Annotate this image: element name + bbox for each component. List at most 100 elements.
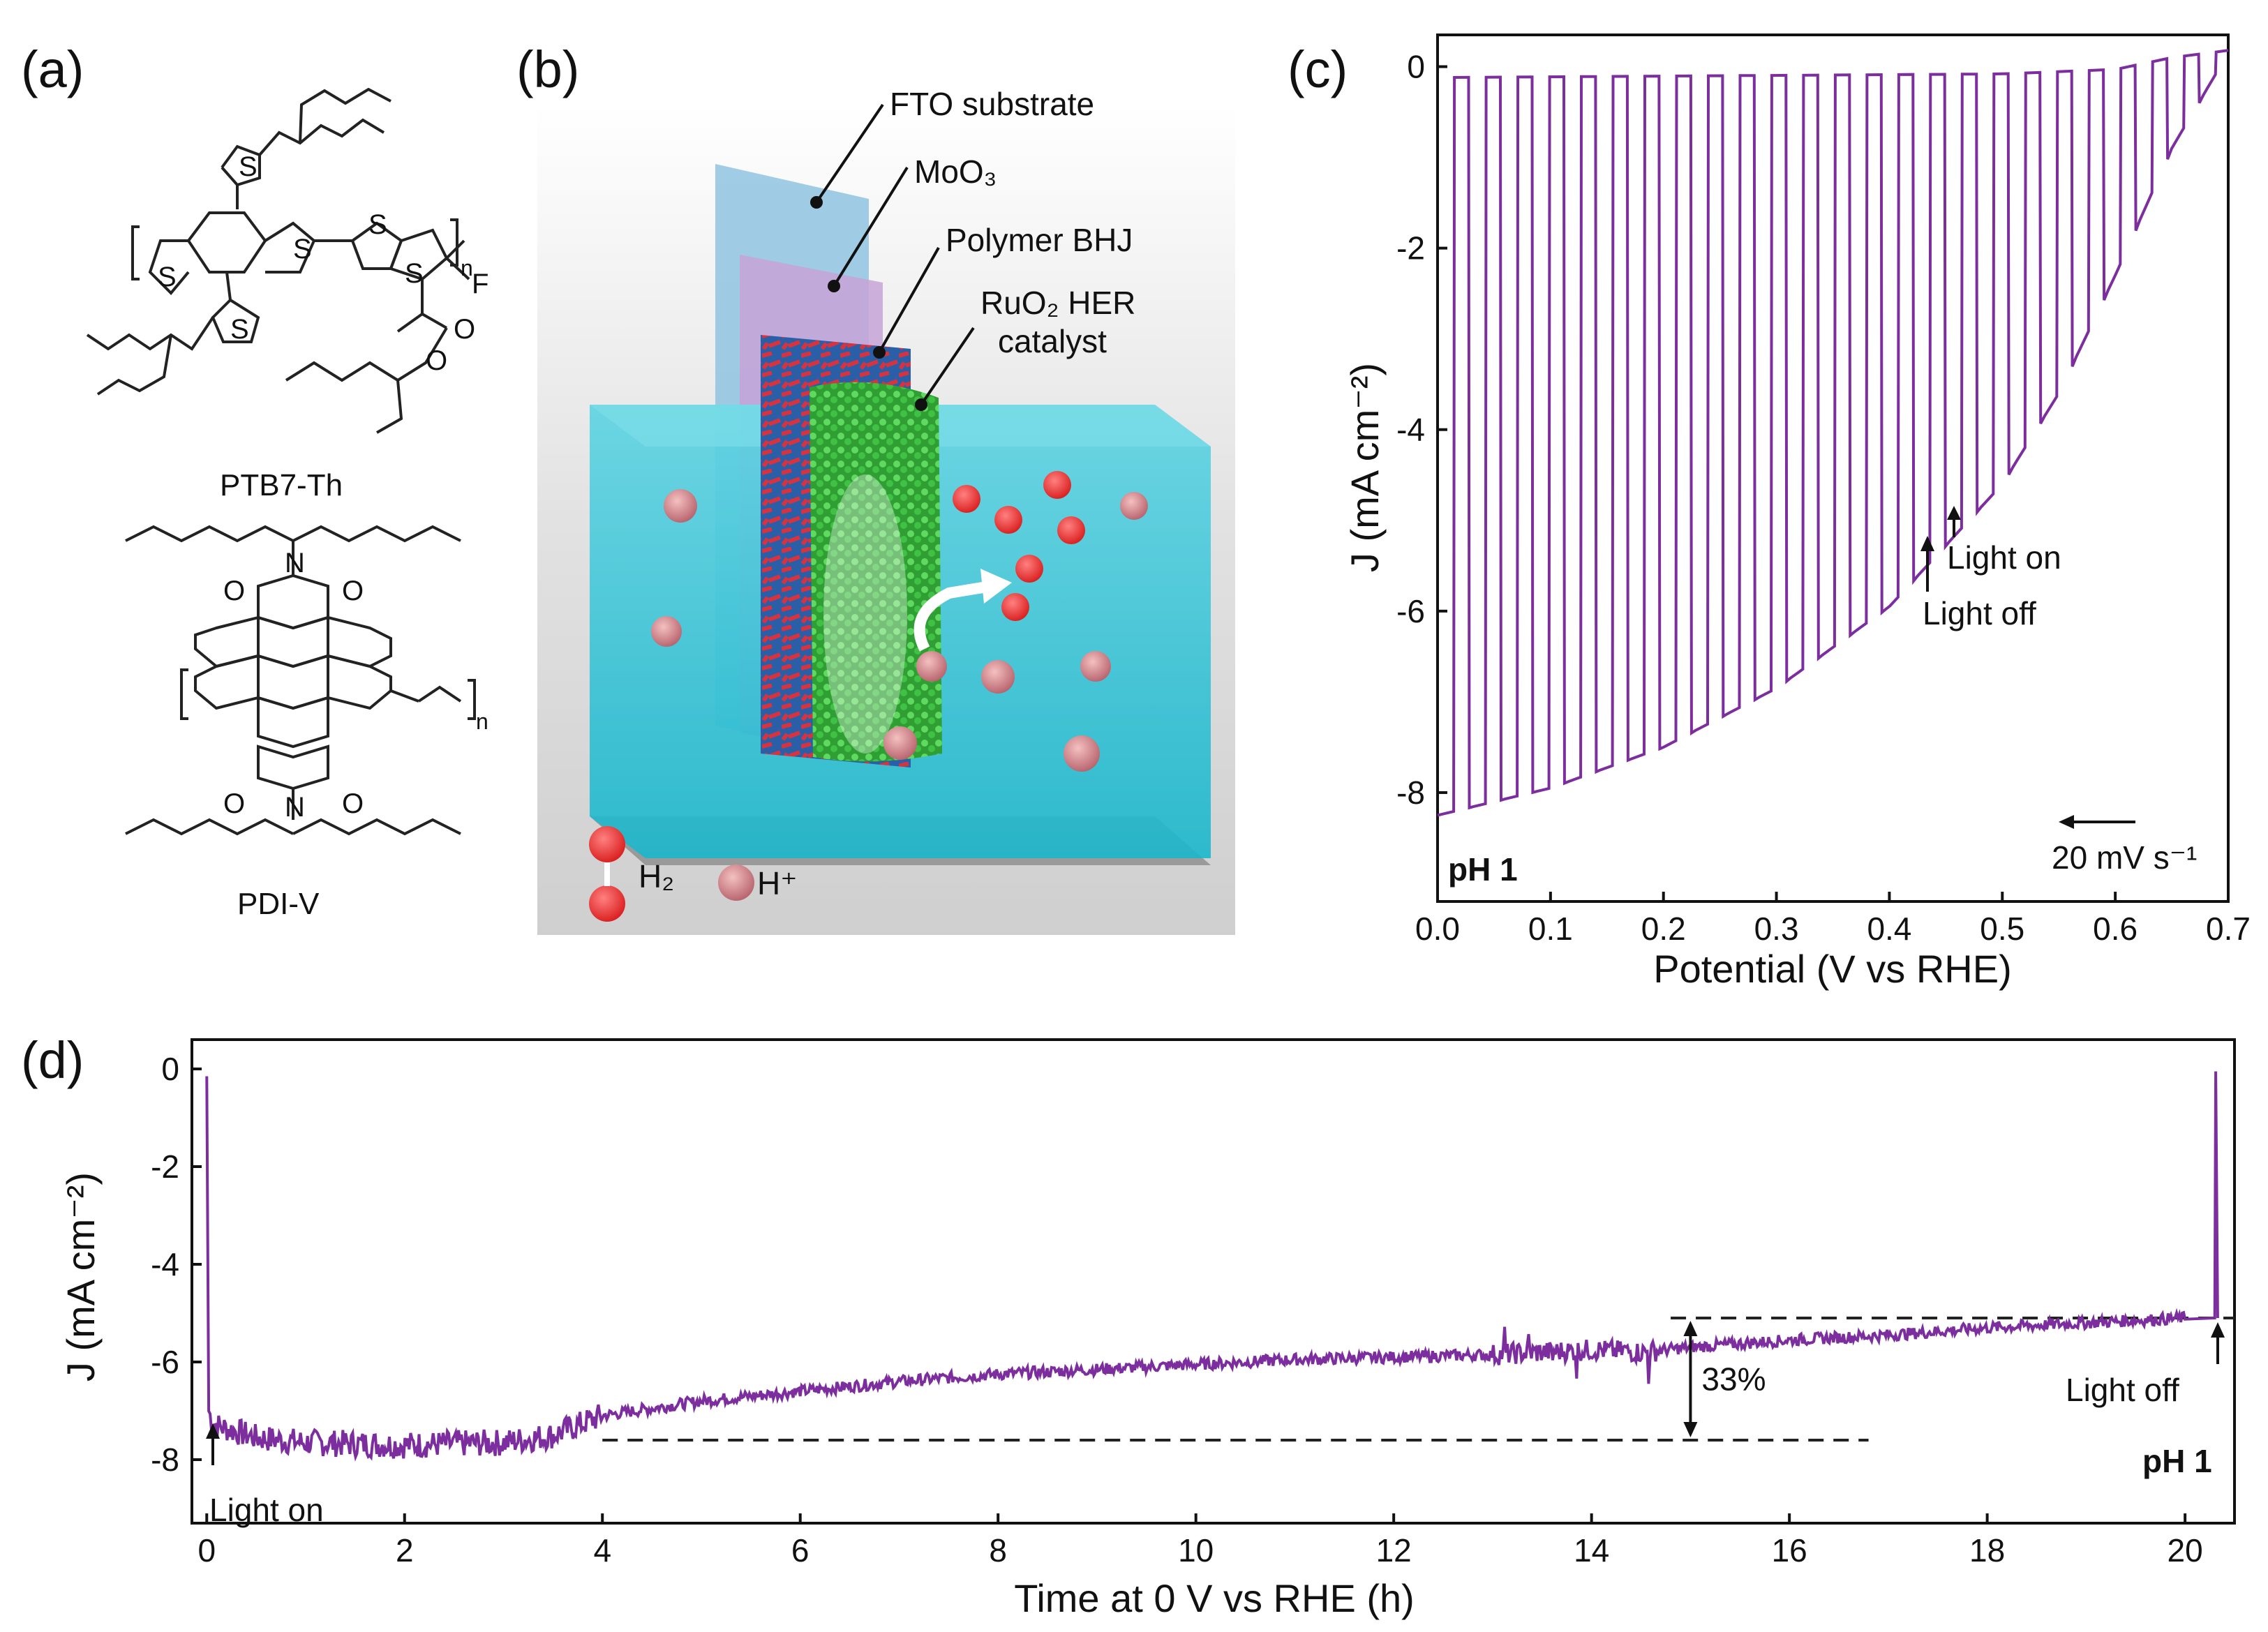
plot-c-annotations: Light on Light off 20 mV s⁻¹ pH 1 xyxy=(1448,506,2197,888)
panel-a: (a) xyxy=(21,40,488,921)
callout-catalyst: catalyst xyxy=(998,323,1107,359)
x-tick-label: 14 xyxy=(1574,1532,1609,1569)
h-ion xyxy=(664,489,697,523)
pdi-v-name: PDI-V xyxy=(237,887,320,921)
plot-c-ylabel: J (mA cm⁻²) xyxy=(1343,363,1387,572)
h-ion xyxy=(916,651,947,682)
ptb7-atom-n: n xyxy=(461,255,473,280)
legend-hplus-ball xyxy=(718,864,754,901)
ptb7-th-structure xyxy=(86,87,470,434)
panel-a-label: (a) xyxy=(21,40,84,98)
x-tick-label: 0 xyxy=(197,1532,216,1569)
scan-direction-arrowhead xyxy=(2059,815,2074,829)
light-off-arrowhead xyxy=(1920,536,1934,551)
plot-d-xlabel: Time at 0 V vs RHE (h) xyxy=(1014,1576,1415,1620)
y-tick-label: -6 xyxy=(151,1344,179,1380)
plot-c-xlabel: Potential (V vs RHE) xyxy=(1653,947,2012,991)
y-tick-label: 0 xyxy=(161,1051,179,1087)
ptb7-atom-o2: O xyxy=(426,345,447,376)
ptb7-atom-s4: S xyxy=(368,209,387,240)
h-ion xyxy=(1064,735,1100,772)
h2-atom xyxy=(1015,555,1043,583)
plot-d-light-off-arrowhead xyxy=(2211,1322,2225,1338)
plot-d-light-on: Light on xyxy=(209,1492,324,1528)
ptb7-th-atom-labels: S S S S S S F O O n xyxy=(158,151,488,376)
legend-h2-label: H₂ xyxy=(639,858,674,894)
x-tick-label: 2 xyxy=(396,1532,414,1569)
y-tick-label: -8 xyxy=(1396,774,1425,811)
y-tick-label: -4 xyxy=(151,1246,179,1282)
h-ion xyxy=(1120,492,1148,520)
pdi-atom-o1: O xyxy=(223,576,245,606)
h2-atom xyxy=(1057,516,1085,544)
pdi-atom-o2: O xyxy=(342,576,364,606)
x-tick-label: 18 xyxy=(1969,1532,2005,1569)
pdi-v-atom-labels: N O O O O N n xyxy=(223,548,488,823)
h2-atom xyxy=(1043,471,1071,499)
y-tick-label: -2 xyxy=(151,1148,179,1185)
ptb7-atom-o1: O xyxy=(454,314,475,345)
pdi-atom-n1: N xyxy=(285,548,305,578)
h2-atom xyxy=(994,506,1022,534)
h-ion xyxy=(883,726,917,760)
plot-c-lsv-curve xyxy=(1437,49,2229,817)
plot-d-stability-curve xyxy=(205,1071,2219,1462)
callout-lines xyxy=(810,103,975,411)
catalyst-glow xyxy=(823,474,907,754)
pdi-atom-n: n xyxy=(476,709,488,734)
legend-hplus-label: H⁺ xyxy=(757,865,798,901)
plot-c-x-ticks: 0.0 0.1 0.2 0.3 0.4 0.5 0.6 0.7 xyxy=(1415,892,2251,947)
x-tick-label: 0.1 xyxy=(1528,911,1573,947)
x-tick-label: 0.3 xyxy=(1754,911,1799,947)
ptb7-atom-s1: S xyxy=(239,151,258,182)
plot-c-ph: pH 1 xyxy=(1448,851,1518,888)
plot-d-x-ticks: 0 2 4 6 8 10 12 14 16 18 20 xyxy=(197,1513,2203,1569)
x-tick-label: 0.0 xyxy=(1415,911,1460,947)
plot-d-33-percent-head-top xyxy=(1683,1321,1698,1336)
flow-arrow-head xyxy=(980,569,1012,604)
ptb7-atom-s2: S xyxy=(158,262,177,292)
legend-h2-ball-bottom xyxy=(589,885,625,922)
ptb7-atom-s3: S xyxy=(293,234,312,264)
y-tick-label: 0 xyxy=(1407,49,1425,85)
callout-bhj: Polymer BHJ xyxy=(946,222,1133,258)
plot-c-light-off: Light off xyxy=(1923,595,2036,631)
y-tick-label: -2 xyxy=(1396,230,1425,267)
schematic-legend: H₂ H⁺ xyxy=(589,826,798,922)
x-tick-label: 8 xyxy=(989,1532,1007,1569)
plot-d-light-on-arrowhead xyxy=(206,1423,220,1439)
x-tick-label: 0.5 xyxy=(1980,911,2024,947)
h2-atom xyxy=(953,485,980,513)
x-tick-label: 0.4 xyxy=(1867,911,1911,947)
panel-d-label: (d) xyxy=(21,1031,84,1089)
x-tick-label: 0.7 xyxy=(2206,911,2251,947)
panel-b-label: (b) xyxy=(516,40,579,98)
y-tick-label: -8 xyxy=(151,1442,179,1478)
plot-c-scan-rate: 20 mV s⁻¹ xyxy=(2052,839,2197,876)
x-tick-label: 0.6 xyxy=(2093,911,2138,947)
x-tick-label: 12 xyxy=(1376,1532,1412,1569)
plot-c-frame xyxy=(1436,33,2230,903)
x-tick-label: 4 xyxy=(593,1532,611,1569)
x-tick-label: 6 xyxy=(791,1532,810,1569)
plot-d-ph: pH 1 xyxy=(2142,1443,2212,1479)
ptb7-atom-f: F xyxy=(472,269,488,299)
flow-arrow xyxy=(913,581,992,652)
ions xyxy=(651,471,1148,772)
plot-d-33-percent: 33% xyxy=(1701,1361,1766,1398)
plot-d-frame xyxy=(191,1038,2236,1525)
pdi-atom-o3: O xyxy=(223,788,245,819)
callout-ruo2: RuO₂ HER xyxy=(980,285,1135,321)
plot-c-y-ticks: 0 -2 -4 -6 -8 xyxy=(1396,49,1447,811)
pdi-v-structure xyxy=(125,525,476,836)
plot-d-light-off: Light off xyxy=(2066,1372,2179,1408)
panel-c: (c) 0 -2 -4 -6 -8 0.0 0.1 0.2 0.3 0.4 0.5 0.6 0.7 J… xyxy=(1288,33,2251,991)
ptb7-atom-s6: S xyxy=(230,314,249,345)
callout-fto: FTO substrate xyxy=(890,86,1094,122)
y-tick-label: -4 xyxy=(1396,412,1425,448)
panel-d: (d) 0 -2 -4 -6 -8 0 2 4 6 8 10 12 14 16 18 20 J (mA cm… xyxy=(21,1031,2236,1620)
ptb7-th-name: PTB7-Th xyxy=(220,468,343,502)
y-tick-label: -6 xyxy=(1396,593,1425,629)
plot-d-33-percent-head-bottom xyxy=(1683,1422,1698,1437)
